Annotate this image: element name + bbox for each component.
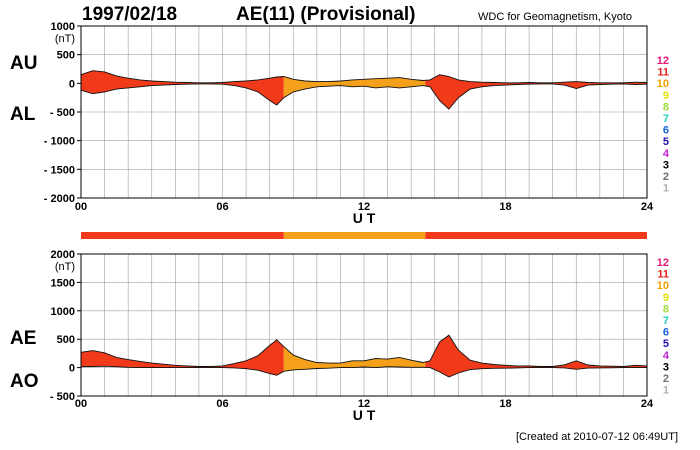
series-line-ae <box>80 334 648 367</box>
y-unit-label: (nT) <box>55 261 75 273</box>
ao-panel-label: AO <box>10 371 39 392</box>
series-line-au <box>80 70 648 84</box>
y-tick-label: 2000 <box>51 249 75 261</box>
scale-legend-label: 9 <box>663 292 669 304</box>
x-tick-label: 18 <box>499 201 511 213</box>
x-tick-label: 24 <box>641 201 654 213</box>
organization-label: WDC for Geomagnetism, Kyoto <box>478 11 633 23</box>
ae-panel-label: AE <box>10 328 37 349</box>
activity-fill <box>81 70 284 106</box>
scale-legend-label: 10 <box>657 78 669 90</box>
activity-bar-segment <box>283 232 426 239</box>
x-tick-label: 12 <box>358 201 370 213</box>
scale-legend-label: 1 <box>663 385 669 397</box>
x-tick-label: 00 <box>75 201 87 213</box>
scale-legend-label: 5 <box>663 338 669 350</box>
scale-legend-label: 12 <box>657 257 669 269</box>
x-tick-label: 18 <box>499 398 511 410</box>
activity-fill <box>283 346 426 372</box>
scale-legend-label: 9 <box>663 90 669 102</box>
x-tick-label: 12 <box>358 398 370 410</box>
activity-bar-segment <box>425 232 647 239</box>
scale-legend-label: 2 <box>663 171 669 183</box>
x-tick-label: 24 <box>641 398 654 410</box>
al-panel-label: AL <box>10 104 36 125</box>
y-tick-label: - 1500 <box>44 164 75 176</box>
scale-legend-label: 11 <box>657 269 669 281</box>
y-tick-label: 0 <box>69 78 75 90</box>
y-tick-label: 500 <box>57 334 75 346</box>
series-line-al <box>80 83 648 110</box>
scale-legend-label: 7 <box>663 113 669 125</box>
scale-legend-label: 8 <box>663 101 669 113</box>
y-tick-label: - 500 <box>50 107 75 119</box>
scale-legend-label: 7 <box>663 315 669 327</box>
scale-legend-label: 2 <box>663 373 669 385</box>
x-tick-label: 06 <box>216 398 228 410</box>
scale-legend-label: 6 <box>663 327 669 339</box>
x-tick-label: 06 <box>216 201 228 213</box>
series-line-ao <box>80 365 647 378</box>
scale-legend-label: 5 <box>663 136 669 148</box>
y-tick-label: 1000 <box>51 306 75 318</box>
x-axis-label: U T <box>353 407 376 423</box>
scale-legend-label: 11 <box>657 67 669 79</box>
activity-fill <box>81 339 284 376</box>
scale-legend-label: 12 <box>657 55 669 67</box>
chart-panel-0 <box>77 25 648 199</box>
chart-title: AE(11) (Provisional) <box>236 4 416 25</box>
activity-bar-segment <box>81 232 284 239</box>
chart-panel-1 <box>77 253 648 397</box>
x-tick-label: 00 <box>75 398 87 410</box>
scale-legend-label: 8 <box>663 303 669 315</box>
plot-frame <box>80 253 648 397</box>
y-tick-label: - 1000 <box>44 136 75 148</box>
activity-fill <box>425 335 647 377</box>
scale-legend-label: 1 <box>663 183 669 195</box>
au-panel-label: AU <box>10 53 38 74</box>
y-unit-label: (nT) <box>55 33 75 45</box>
scale-legend-label: 10 <box>657 280 669 292</box>
y-tick-label: - 500 <box>50 391 75 403</box>
y-tick-label: 1000 <box>51 21 75 33</box>
activity-fill <box>425 74 647 110</box>
y-tick-label: - 2000 <box>44 193 75 205</box>
y-tick-label: 0 <box>69 363 75 375</box>
scale-legend-label: 4 <box>663 148 670 160</box>
scale-legend-label: 6 <box>663 125 669 137</box>
scale-legend-label: 3 <box>663 361 669 373</box>
created-timestamp: [Created at 2010-07-12 06:49UT] <box>515 431 678 443</box>
scale-legend-label: 3 <box>663 159 669 171</box>
y-tick-label: 500 <box>57 50 75 62</box>
chart-date: 1997/02/18 <box>82 4 178 25</box>
y-tick-label: 1500 <box>51 277 75 289</box>
x-axis-label: U T <box>353 210 376 226</box>
scale-legend-label: 4 <box>663 350 670 362</box>
